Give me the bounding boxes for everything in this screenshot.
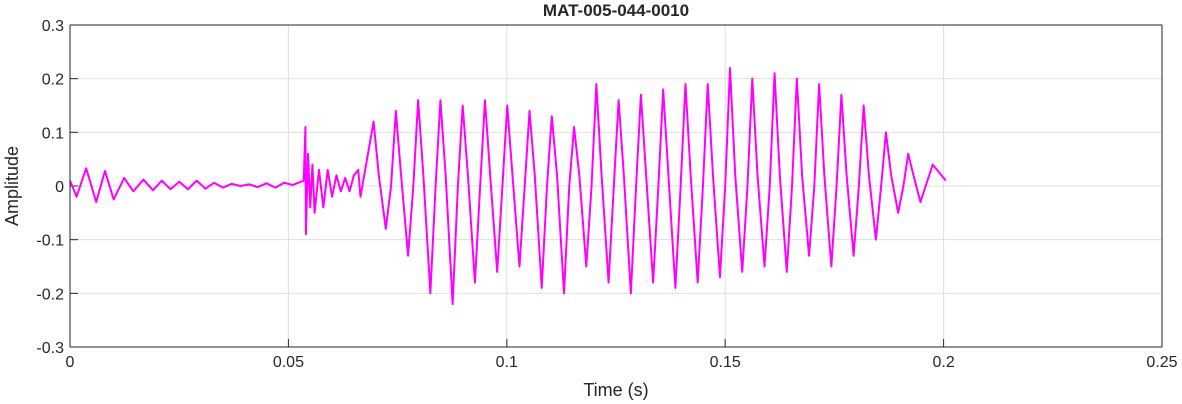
y-tick-label: 0.2 xyxy=(42,72,64,89)
y-tick-label: -0.3 xyxy=(36,340,64,357)
x-tick-label: 0.15 xyxy=(710,354,741,371)
signal-line xyxy=(69,66,947,306)
x-tick-label: 0.25 xyxy=(1146,354,1177,371)
y-tick-label: -0.1 xyxy=(36,233,64,250)
chart-title: MAT-005-044-0010 xyxy=(543,1,689,20)
axes-box xyxy=(69,24,1163,348)
y-tick-label: 0 xyxy=(55,179,64,196)
y-tick-label: 0.3 xyxy=(42,18,64,35)
y-tick-label: -0.2 xyxy=(36,286,64,303)
x-tick-label: 0.05 xyxy=(273,354,304,371)
y-axis-label: Amplitude xyxy=(2,146,22,226)
x-tick-label: 0 xyxy=(66,354,75,371)
x-tick-label: 0.2 xyxy=(932,354,954,371)
x-tick-label: 0.1 xyxy=(496,354,518,371)
y-tick-label: 0.1 xyxy=(42,125,64,142)
x-axis-label: Time (s) xyxy=(583,380,648,400)
